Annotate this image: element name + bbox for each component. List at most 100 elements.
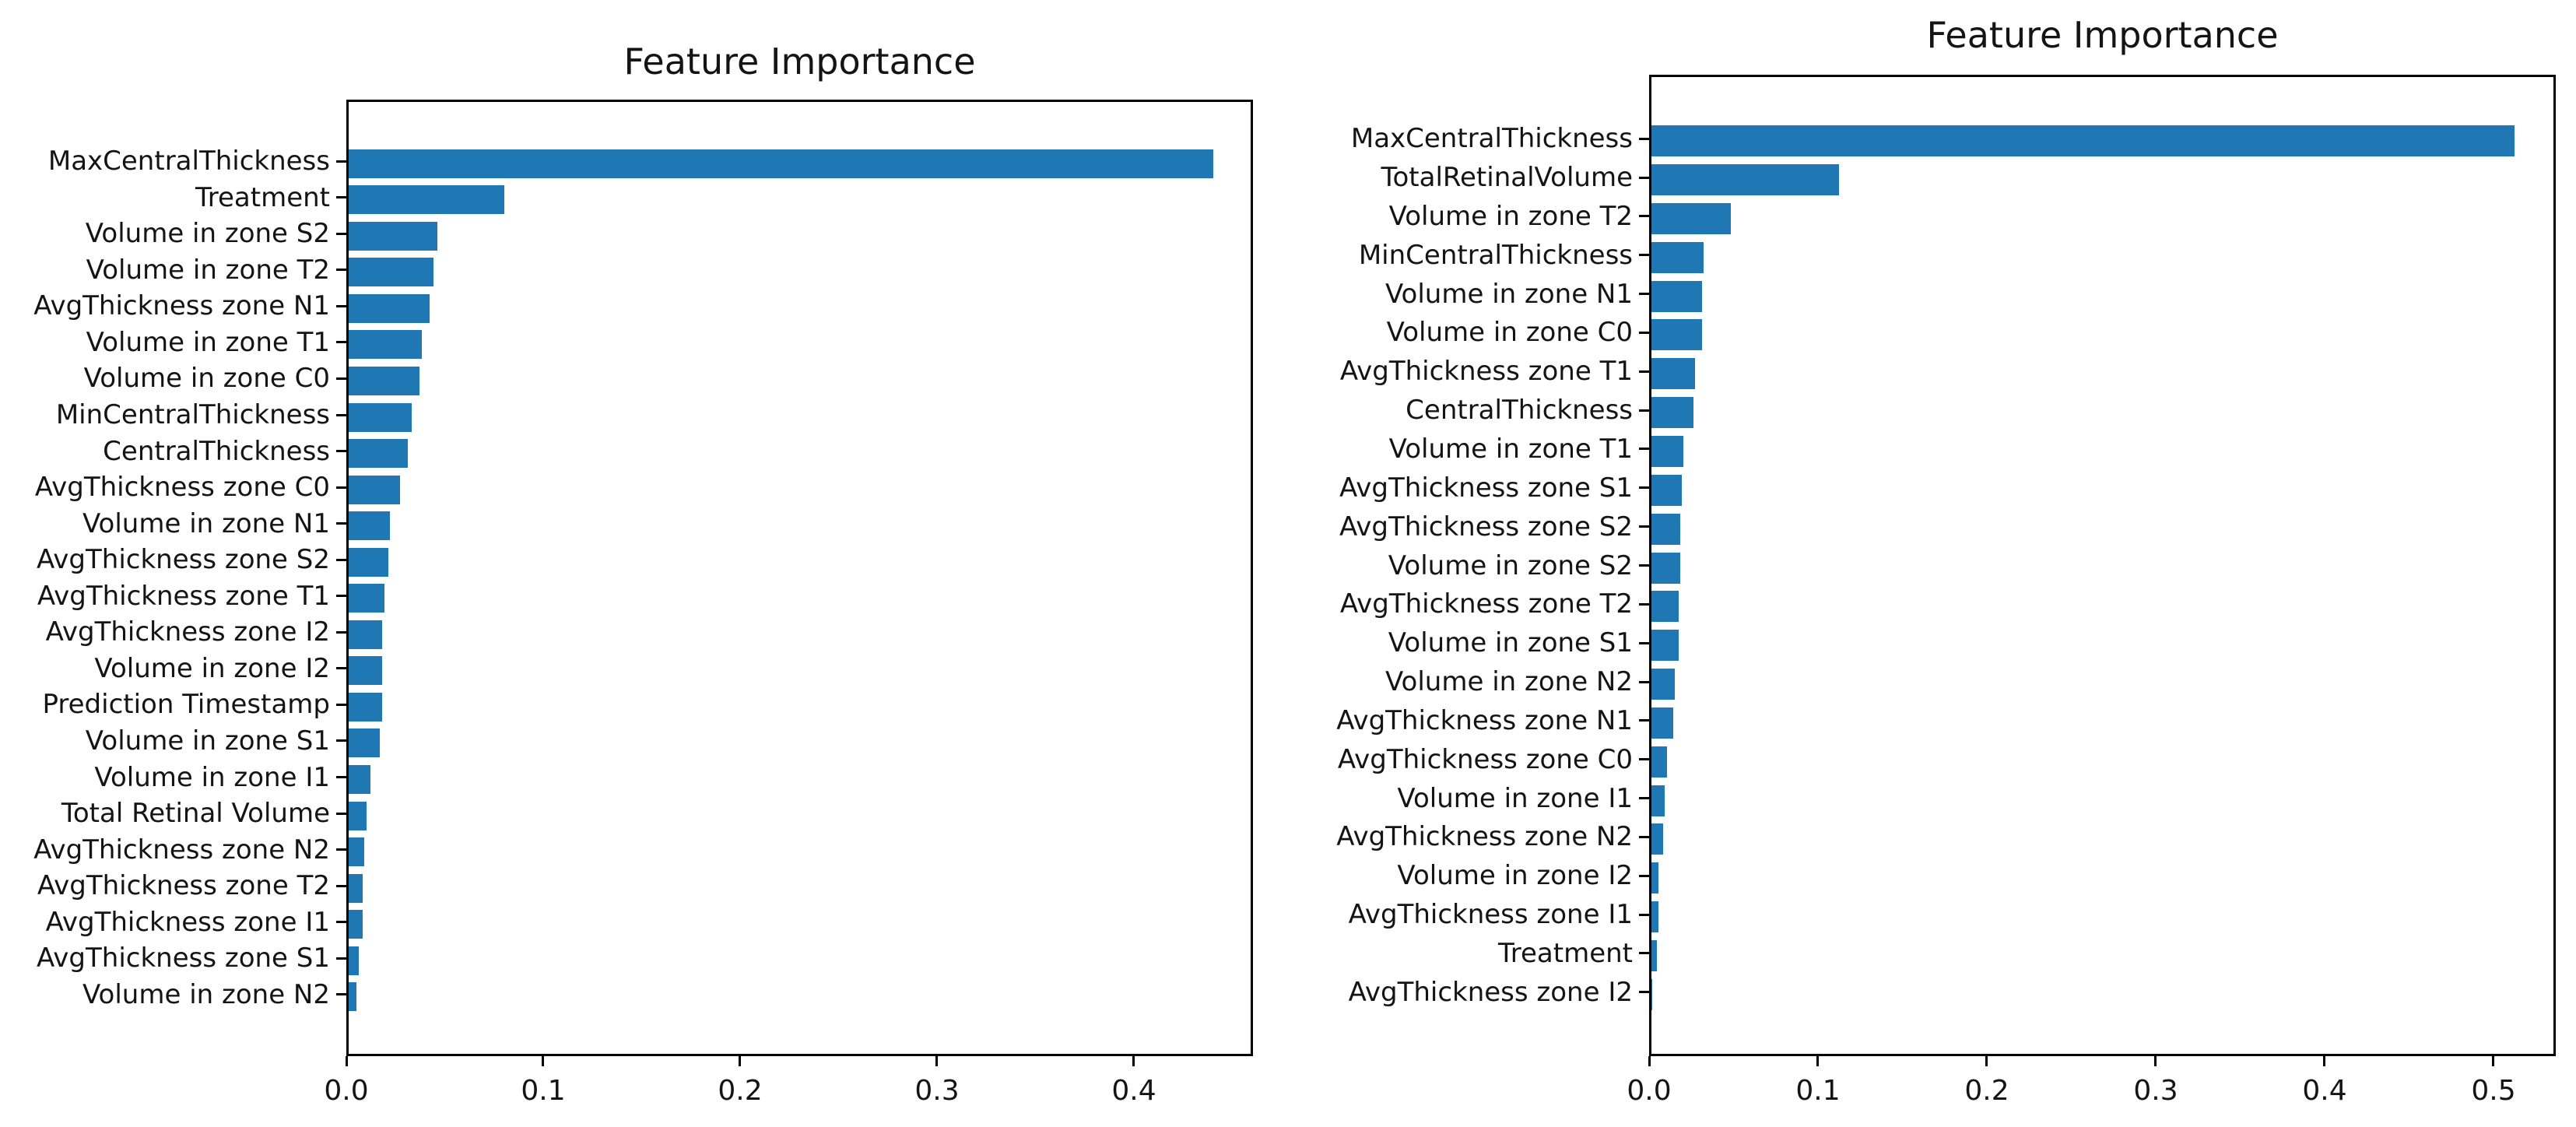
bar	[349, 874, 363, 903]
x-tick-mark	[2492, 1056, 2494, 1066]
bar	[1651, 281, 1702, 312]
y-tick-mark	[336, 450, 346, 452]
y-tick-mark	[336, 377, 346, 380]
y-tick-mark	[336, 739, 346, 742]
y-tick-label: AvgThickness zone I1	[1348, 899, 1633, 930]
plot-area	[1649, 75, 2556, 1056]
bar	[349, 439, 408, 468]
y-tick-mark	[336, 522, 346, 525]
y-tick-mark	[1639, 332, 1649, 334]
bar	[349, 620, 382, 649]
y-tick-mark	[1639, 564, 1649, 567]
y-tick-mark	[1639, 914, 1649, 916]
y-tick-label: AvgThickness zone N2	[33, 834, 330, 865]
bar	[1651, 125, 2515, 156]
y-tick-label: MinCentralThickness	[55, 399, 330, 430]
y-tick-label: Volume in zone T1	[1388, 434, 1633, 465]
chart-title: Feature Importance	[1926, 14, 2279, 56]
x-tick-mark	[2323, 1056, 2325, 1066]
y-tick-label: Volume in zone N2	[1385, 666, 1633, 697]
y-tick-mark	[336, 160, 346, 163]
y-tick-label: AvgThickness zone I2	[45, 616, 330, 648]
y-tick-mark	[336, 559, 346, 561]
y-tick-mark	[336, 414, 346, 416]
y-tick-mark	[1639, 370, 1649, 373]
y-tick-label: Volume in zone S1	[1388, 627, 1633, 658]
y-tick-mark	[1639, 758, 1649, 760]
y-tick-mark	[336, 233, 346, 235]
y-tick-label: AvgThickness zone I1	[45, 907, 330, 938]
y-tick-mark	[1639, 991, 1649, 993]
bar	[349, 584, 384, 613]
y-tick-label: CentralThickness	[1406, 395, 1633, 426]
y-tick-label: AvgThickness zone N1	[1336, 705, 1633, 736]
bar	[349, 729, 380, 757]
bar	[1651, 669, 1675, 700]
y-tick-label: AvgThickness zone S1	[1339, 472, 1633, 504]
bar	[1651, 630, 1679, 661]
bar	[349, 837, 364, 866]
y-tick-mark	[336, 667, 346, 669]
y-tick-label: Volume in zone T1	[86, 327, 330, 358]
bar	[1651, 242, 1704, 273]
y-tick-mark	[336, 631, 346, 634]
y-tick-mark	[1639, 448, 1649, 450]
y-tick-label: Prediction Timestamp	[42, 689, 330, 720]
x-tick-mark	[1985, 1056, 1988, 1066]
y-tick-label: TotalRetinalVolume	[1381, 162, 1633, 193]
bar	[1651, 514, 1680, 545]
y-tick-mark	[1639, 603, 1649, 606]
bar	[349, 222, 437, 251]
x-tick-mark	[739, 1056, 741, 1066]
x-tick-mark	[1132, 1056, 1135, 1066]
y-tick-mark	[1639, 797, 1649, 799]
bar	[349, 693, 382, 721]
y-tick-label: Volume in zone N1	[1385, 279, 1633, 310]
bar	[1651, 203, 1731, 234]
bar	[1651, 591, 1679, 622]
x-tick-label: 0.2	[718, 1075, 763, 1107]
bar	[349, 149, 1213, 178]
bar	[349, 185, 504, 214]
y-tick-mark	[1639, 525, 1649, 528]
y-tick-label: Treatment	[195, 182, 330, 213]
bar	[1651, 164, 1839, 195]
bar	[1651, 940, 1657, 971]
y-tick-mark	[1639, 836, 1649, 838]
bar	[349, 548, 388, 577]
y-tick-label: Volume in zone C0	[1386, 317, 1633, 348]
bar	[1651, 823, 1663, 855]
y-tick-label: Volume in zone S2	[85, 218, 330, 249]
y-tick-mark	[1639, 254, 1649, 256]
bar	[1651, 553, 1680, 584]
y-tick-mark	[1639, 409, 1649, 412]
y-tick-label: Volume in zone T2	[1388, 201, 1633, 232]
x-tick-label: 0.3	[2133, 1075, 2178, 1107]
y-tick-label: Volume in zone T2	[86, 255, 330, 286]
plot-area	[346, 100, 1253, 1056]
bar	[1651, 862, 1658, 894]
x-tick-mark	[1648, 1056, 1651, 1066]
x-tick-label: 0.1	[521, 1075, 566, 1107]
bar	[349, 656, 382, 685]
x-tick-label: 0.1	[1795, 1075, 1841, 1107]
x-tick-mark	[542, 1056, 544, 1066]
y-tick-label: Treatment	[1497, 938, 1633, 969]
y-tick-mark	[1639, 177, 1649, 179]
bar	[1651, 358, 1695, 389]
y-tick-mark	[336, 813, 346, 815]
bar	[1651, 436, 1683, 467]
y-tick-mark	[336, 776, 346, 778]
x-tick-label: 0.4	[1111, 1075, 1156, 1107]
y-tick-mark	[1639, 486, 1649, 489]
y-tick-mark	[1639, 215, 1649, 217]
y-tick-label: AvgThickness zone S2	[37, 544, 330, 575]
bar	[349, 476, 400, 504]
bar	[1651, 707, 1673, 739]
y-tick-label: Volume in zone S1	[85, 725, 330, 757]
y-tick-label: AvgThickness zone S2	[1339, 511, 1633, 542]
y-tick-label: AvgThickness zone C0	[34, 472, 330, 503]
y-tick-label: CentralThickness	[103, 436, 330, 467]
y-tick-mark	[336, 486, 346, 489]
y-tick-mark	[336, 595, 346, 597]
